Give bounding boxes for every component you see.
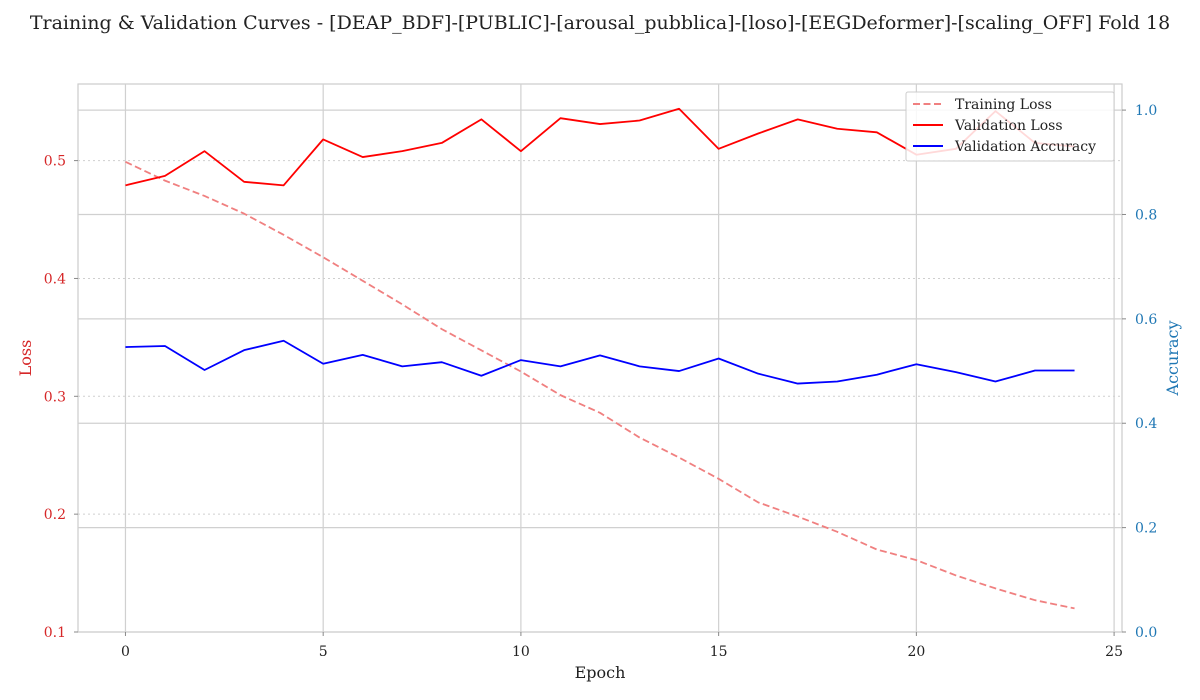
y-left-tick-label: 0.1 (44, 625, 66, 641)
y-axis-left-label: Loss (16, 340, 35, 377)
y-right-tick-label: 0.8 (1135, 207, 1157, 223)
x-tick-label: 25 (1105, 644, 1123, 660)
chart-title: Training & Validation Curves - [DEAP_BDF… (30, 12, 1170, 34)
legend-label-training-loss: Training Loss (955, 97, 1052, 113)
axis-ticks: 0 5 10 15 20 25 0.1 0.2 0.3 0.4 0.5 0.0 0.2 0.4 0.6 0.8… (44, 103, 1158, 660)
x-tick-label: 0 (121, 644, 130, 660)
y-axis-right-label: Accuracy (1163, 321, 1182, 397)
legend-label-validation-loss: Validation Loss (954, 118, 1063, 134)
y-right-tick-label: 0.0 (1135, 625, 1157, 641)
series-line-training-loss (125, 160, 1075, 610)
y-right-tick-label: 0.4 (1135, 416, 1157, 432)
plot-area (77, 83, 1123, 633)
x-tick-label: 15 (710, 644, 728, 660)
y-left-tick-label: 0.2 (44, 507, 66, 523)
y-right-tick-label: 0.6 (1135, 312, 1157, 328)
series-line-validation-accuracy (125, 339, 1075, 385)
y-left-tick-label: 0.5 (44, 154, 66, 170)
x-axis-label: Epoch (575, 663, 626, 682)
x-tick-label: 5 (319, 644, 328, 660)
y-right-tick-label: 0.2 (1135, 521, 1157, 537)
grid (78, 84, 1122, 633)
y-left-tick-label: 0.4 (44, 271, 66, 287)
y-left-tick-label: 0.3 (44, 389, 66, 405)
x-tick-label: 10 (512, 644, 530, 660)
y-right-tick-label: 1.0 (1135, 103, 1157, 119)
legend-label-validation-accuracy: Validation Accuracy (954, 139, 1096, 155)
x-tick-label: 20 (907, 644, 925, 660)
legend: Training Loss Validation Loss Validation… (905, 91, 1115, 162)
legend-box (905, 91, 1115, 162)
